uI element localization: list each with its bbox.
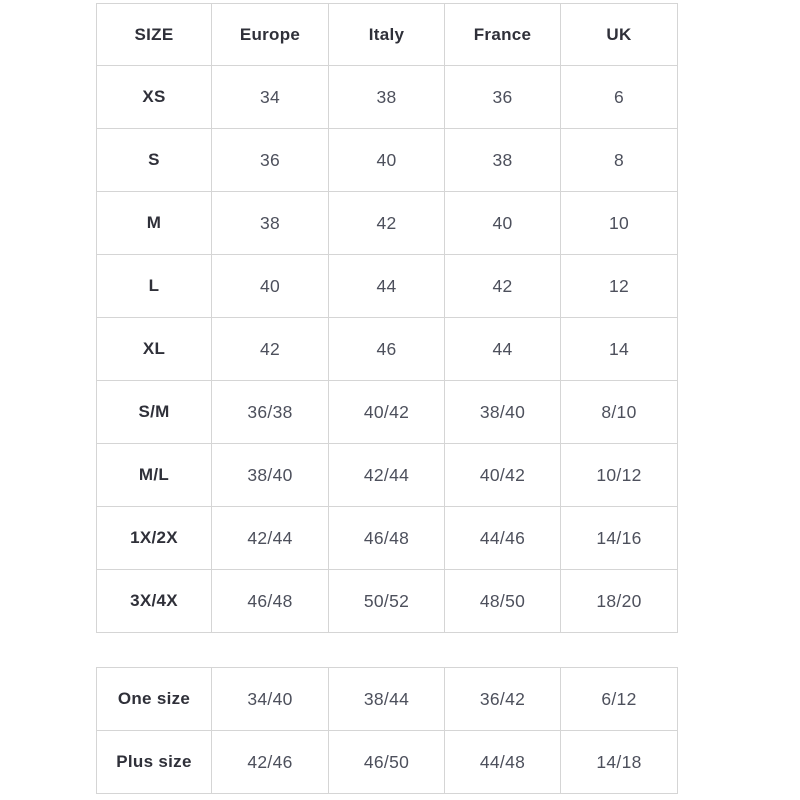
value-cell: 8 — [560, 128, 678, 192]
value-cell: 40 — [211, 254, 329, 318]
table-body: One size 34/40 38/44 36/42 6/12 Plus size 42/4… — [96, 667, 678, 794]
size-conversion-table: SIZE Europe Italy France UK XS 34 38 36 6 S 36 40 38 8… — [96, 3, 678, 633]
value-cell: 42 — [211, 317, 329, 381]
table-row: 1X/2X 42/44 46/48 44/46 14/16 — [96, 506, 678, 570]
size-label-cell: 3X/4X — [96, 569, 212, 633]
value-cell: 36/42 — [444, 667, 561, 731]
value-cell: 48/50 — [444, 569, 561, 633]
size-label-cell: L — [96, 254, 212, 318]
size-label-cell: S/M — [96, 380, 212, 444]
table-row: XS 34 38 36 6 — [96, 65, 678, 129]
value-cell: 10/12 — [560, 443, 678, 507]
value-cell: 36 — [444, 65, 561, 129]
table-row: XL 42 46 44 14 — [96, 317, 678, 381]
table-header: SIZE Europe Italy France UK — [96, 3, 678, 66]
value-cell: 6/12 — [560, 667, 678, 731]
size-label-cell: S — [96, 128, 212, 192]
size-label-cell: One size — [96, 667, 212, 731]
table-row: M 38 42 40 10 — [96, 191, 678, 255]
value-cell: 44/46 — [444, 506, 561, 570]
value-cell: 46/48 — [211, 569, 329, 633]
value-cell: 40 — [328, 128, 445, 192]
column-header-uk: UK — [560, 3, 678, 66]
size-label-cell: XL — [96, 317, 212, 381]
value-cell: 38/40 — [444, 380, 561, 444]
value-cell: 46/48 — [328, 506, 445, 570]
value-cell: 42/44 — [328, 443, 445, 507]
value-cell: 44/48 — [444, 730, 561, 794]
column-header-europe: Europe — [211, 3, 329, 66]
value-cell: 46/50 — [328, 730, 445, 794]
size-label-cell: 1X/2X — [96, 506, 212, 570]
value-cell: 34/40 — [211, 667, 329, 731]
special-sizes-table: One size 34/40 38/44 36/42 6/12 Plus size 42/4… — [96, 667, 678, 794]
table-row: Plus size 42/46 46/50 44/48 14/18 — [96, 730, 678, 794]
size-label-cell: XS — [96, 65, 212, 129]
value-cell: 42/44 — [211, 506, 329, 570]
size-label-cell: M/L — [96, 443, 212, 507]
value-cell: 38/40 — [211, 443, 329, 507]
value-cell: 40/42 — [444, 443, 561, 507]
value-cell: 46 — [328, 317, 445, 381]
value-cell: 40 — [444, 191, 561, 255]
table-row: L 40 44 42 12 — [96, 254, 678, 318]
value-cell: 8/10 — [560, 380, 678, 444]
value-cell: 38 — [444, 128, 561, 192]
table-row: 3X/4X 46/48 50/52 48/50 18/20 — [96, 569, 678, 633]
value-cell: 36 — [211, 128, 329, 192]
table-body: XS 34 38 36 6 S 36 40 38 8 M 38 42 40 10 L 40 44 42 12 XL 42 4… — [96, 65, 678, 633]
value-cell: 18/20 — [560, 569, 678, 633]
value-cell: 36/38 — [211, 380, 329, 444]
table-row: S/M 36/38 40/42 38/40 8/10 — [96, 380, 678, 444]
table-row: M/L 38/40 42/44 40/42 10/12 — [96, 443, 678, 507]
value-cell: 38 — [211, 191, 329, 255]
table-row: One size 34/40 38/44 36/42 6/12 — [96, 667, 678, 731]
value-cell: 42 — [328, 191, 445, 255]
column-header-italy: Italy — [328, 3, 445, 66]
value-cell: 42/46 — [211, 730, 329, 794]
value-cell: 40/42 — [328, 380, 445, 444]
value-cell: 44 — [444, 317, 561, 381]
column-header-france: France — [444, 3, 561, 66]
value-cell: 50/52 — [328, 569, 445, 633]
value-cell: 38 — [328, 65, 445, 129]
value-cell: 14/16 — [560, 506, 678, 570]
value-cell: 14 — [560, 317, 678, 381]
value-cell: 12 — [560, 254, 678, 318]
value-cell: 34 — [211, 65, 329, 129]
value-cell: 42 — [444, 254, 561, 318]
value-cell: 14/18 — [560, 730, 678, 794]
value-cell: 10 — [560, 191, 678, 255]
size-label-cell: M — [96, 191, 212, 255]
header-row: SIZE Europe Italy France UK — [96, 3, 678, 66]
value-cell: 38/44 — [328, 667, 445, 731]
value-cell: 6 — [560, 65, 678, 129]
column-header-size: SIZE — [96, 3, 212, 66]
value-cell: 44 — [328, 254, 445, 318]
table-row: S 36 40 38 8 — [96, 128, 678, 192]
size-label-cell: Plus size — [96, 730, 212, 794]
